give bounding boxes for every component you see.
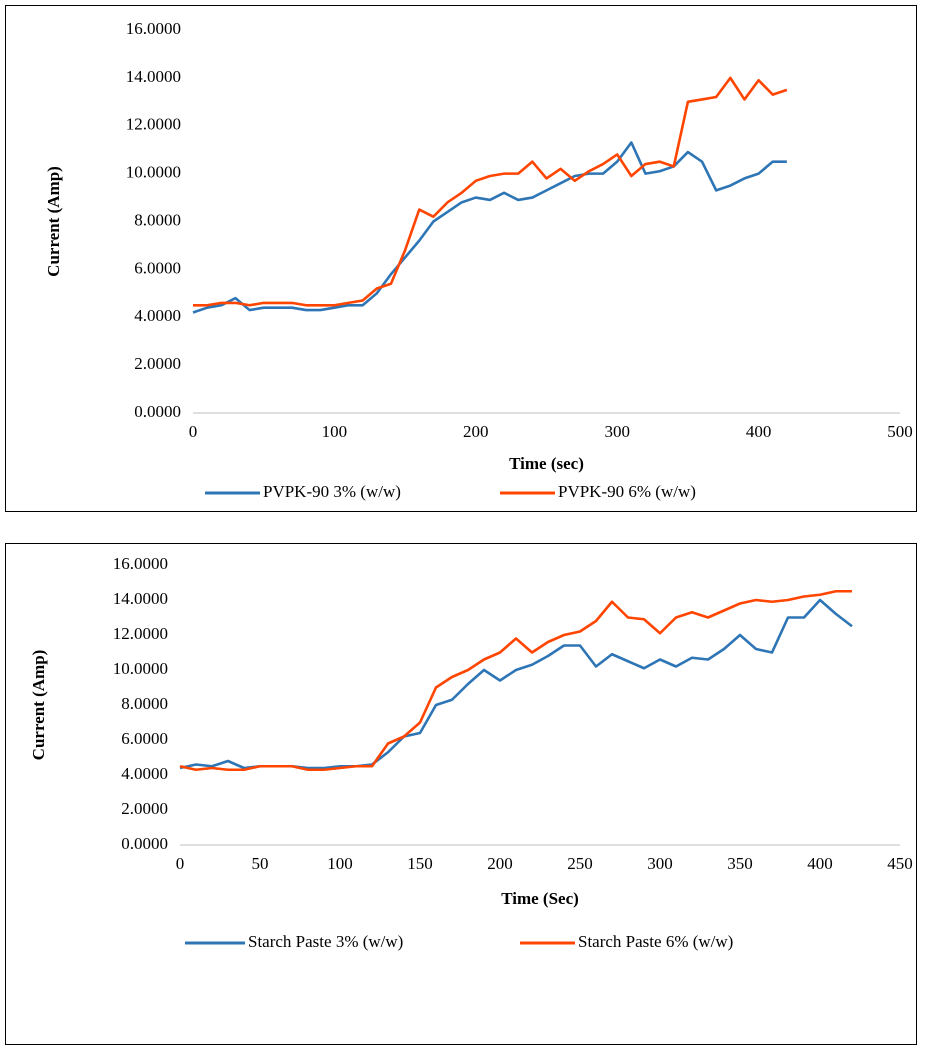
y-tick-label: 10.0000 bbox=[126, 163, 181, 182]
y-tick-label: 2.0000 bbox=[121, 799, 168, 818]
x-tick-label: 0 bbox=[189, 422, 198, 441]
legend-label: Starch Paste 3% (w/w) bbox=[248, 932, 403, 951]
y-tick-label: 4.0000 bbox=[121, 764, 168, 783]
y-tick-label: 16.0000 bbox=[126, 19, 181, 38]
x-tick-label: 250 bbox=[567, 854, 593, 873]
x-tick-label: 150 bbox=[407, 854, 433, 873]
y-tick-label: 8.0000 bbox=[121, 694, 168, 713]
data-line bbox=[192, 141, 787, 314]
y-tick-label: 14.0000 bbox=[113, 589, 168, 608]
x-tick-label: 100 bbox=[322, 422, 348, 441]
x-tick-label: 450 bbox=[887, 854, 913, 873]
x-tick-label: 350 bbox=[727, 854, 753, 873]
x-tick-label: 200 bbox=[487, 854, 513, 873]
x-tick-label: 200 bbox=[463, 422, 489, 441]
x-axis-title: Time (Sec) bbox=[501, 889, 579, 908]
x-tick-label: 400 bbox=[746, 422, 772, 441]
x-tick-label: 300 bbox=[604, 422, 630, 441]
y-tick-label: 12.0000 bbox=[113, 624, 168, 643]
y-tick-label: 0.0000 bbox=[134, 402, 181, 421]
chart-frame bbox=[5, 543, 917, 1045]
x-tick-label: 0 bbox=[176, 854, 185, 873]
x-tick-label: 400 bbox=[807, 854, 833, 873]
x-tick-label: 50 bbox=[252, 854, 269, 873]
x-tick-label: 300 bbox=[647, 854, 673, 873]
x-axis-title: Time (sec) bbox=[509, 454, 584, 473]
y-tick-label: 12.0000 bbox=[126, 115, 181, 134]
chart-frame bbox=[5, 5, 917, 512]
y-tick-label: 2.0000 bbox=[134, 354, 181, 373]
y-tick-label: 6.0000 bbox=[121, 729, 168, 748]
x-tick-label: 100 bbox=[327, 854, 353, 873]
y-tick-label: 0.0000 bbox=[121, 834, 168, 853]
y-axis-title: Current (Amp) bbox=[29, 650, 48, 761]
data-line bbox=[179, 589, 852, 772]
y-tick-label: 8.0000 bbox=[134, 210, 181, 229]
y-tick-label: 6.0000 bbox=[134, 258, 181, 277]
y-tick-label: 4.0000 bbox=[134, 306, 181, 325]
legend-label: PVPK-90 6% (w/w) bbox=[558, 482, 696, 501]
x-tick-label: 500 bbox=[887, 422, 913, 441]
y-tick-label: 10.0000 bbox=[113, 659, 168, 678]
legend-label: PVPK-90 3% (w/w) bbox=[263, 482, 401, 501]
y-axis-title: Current (Amp) bbox=[44, 166, 63, 277]
legend-label: Starch Paste 6% (w/w) bbox=[578, 932, 733, 951]
y-tick-label: 16.0000 bbox=[113, 554, 168, 573]
data-line bbox=[193, 76, 788, 307]
y-tick-label: 14.0000 bbox=[126, 67, 181, 86]
